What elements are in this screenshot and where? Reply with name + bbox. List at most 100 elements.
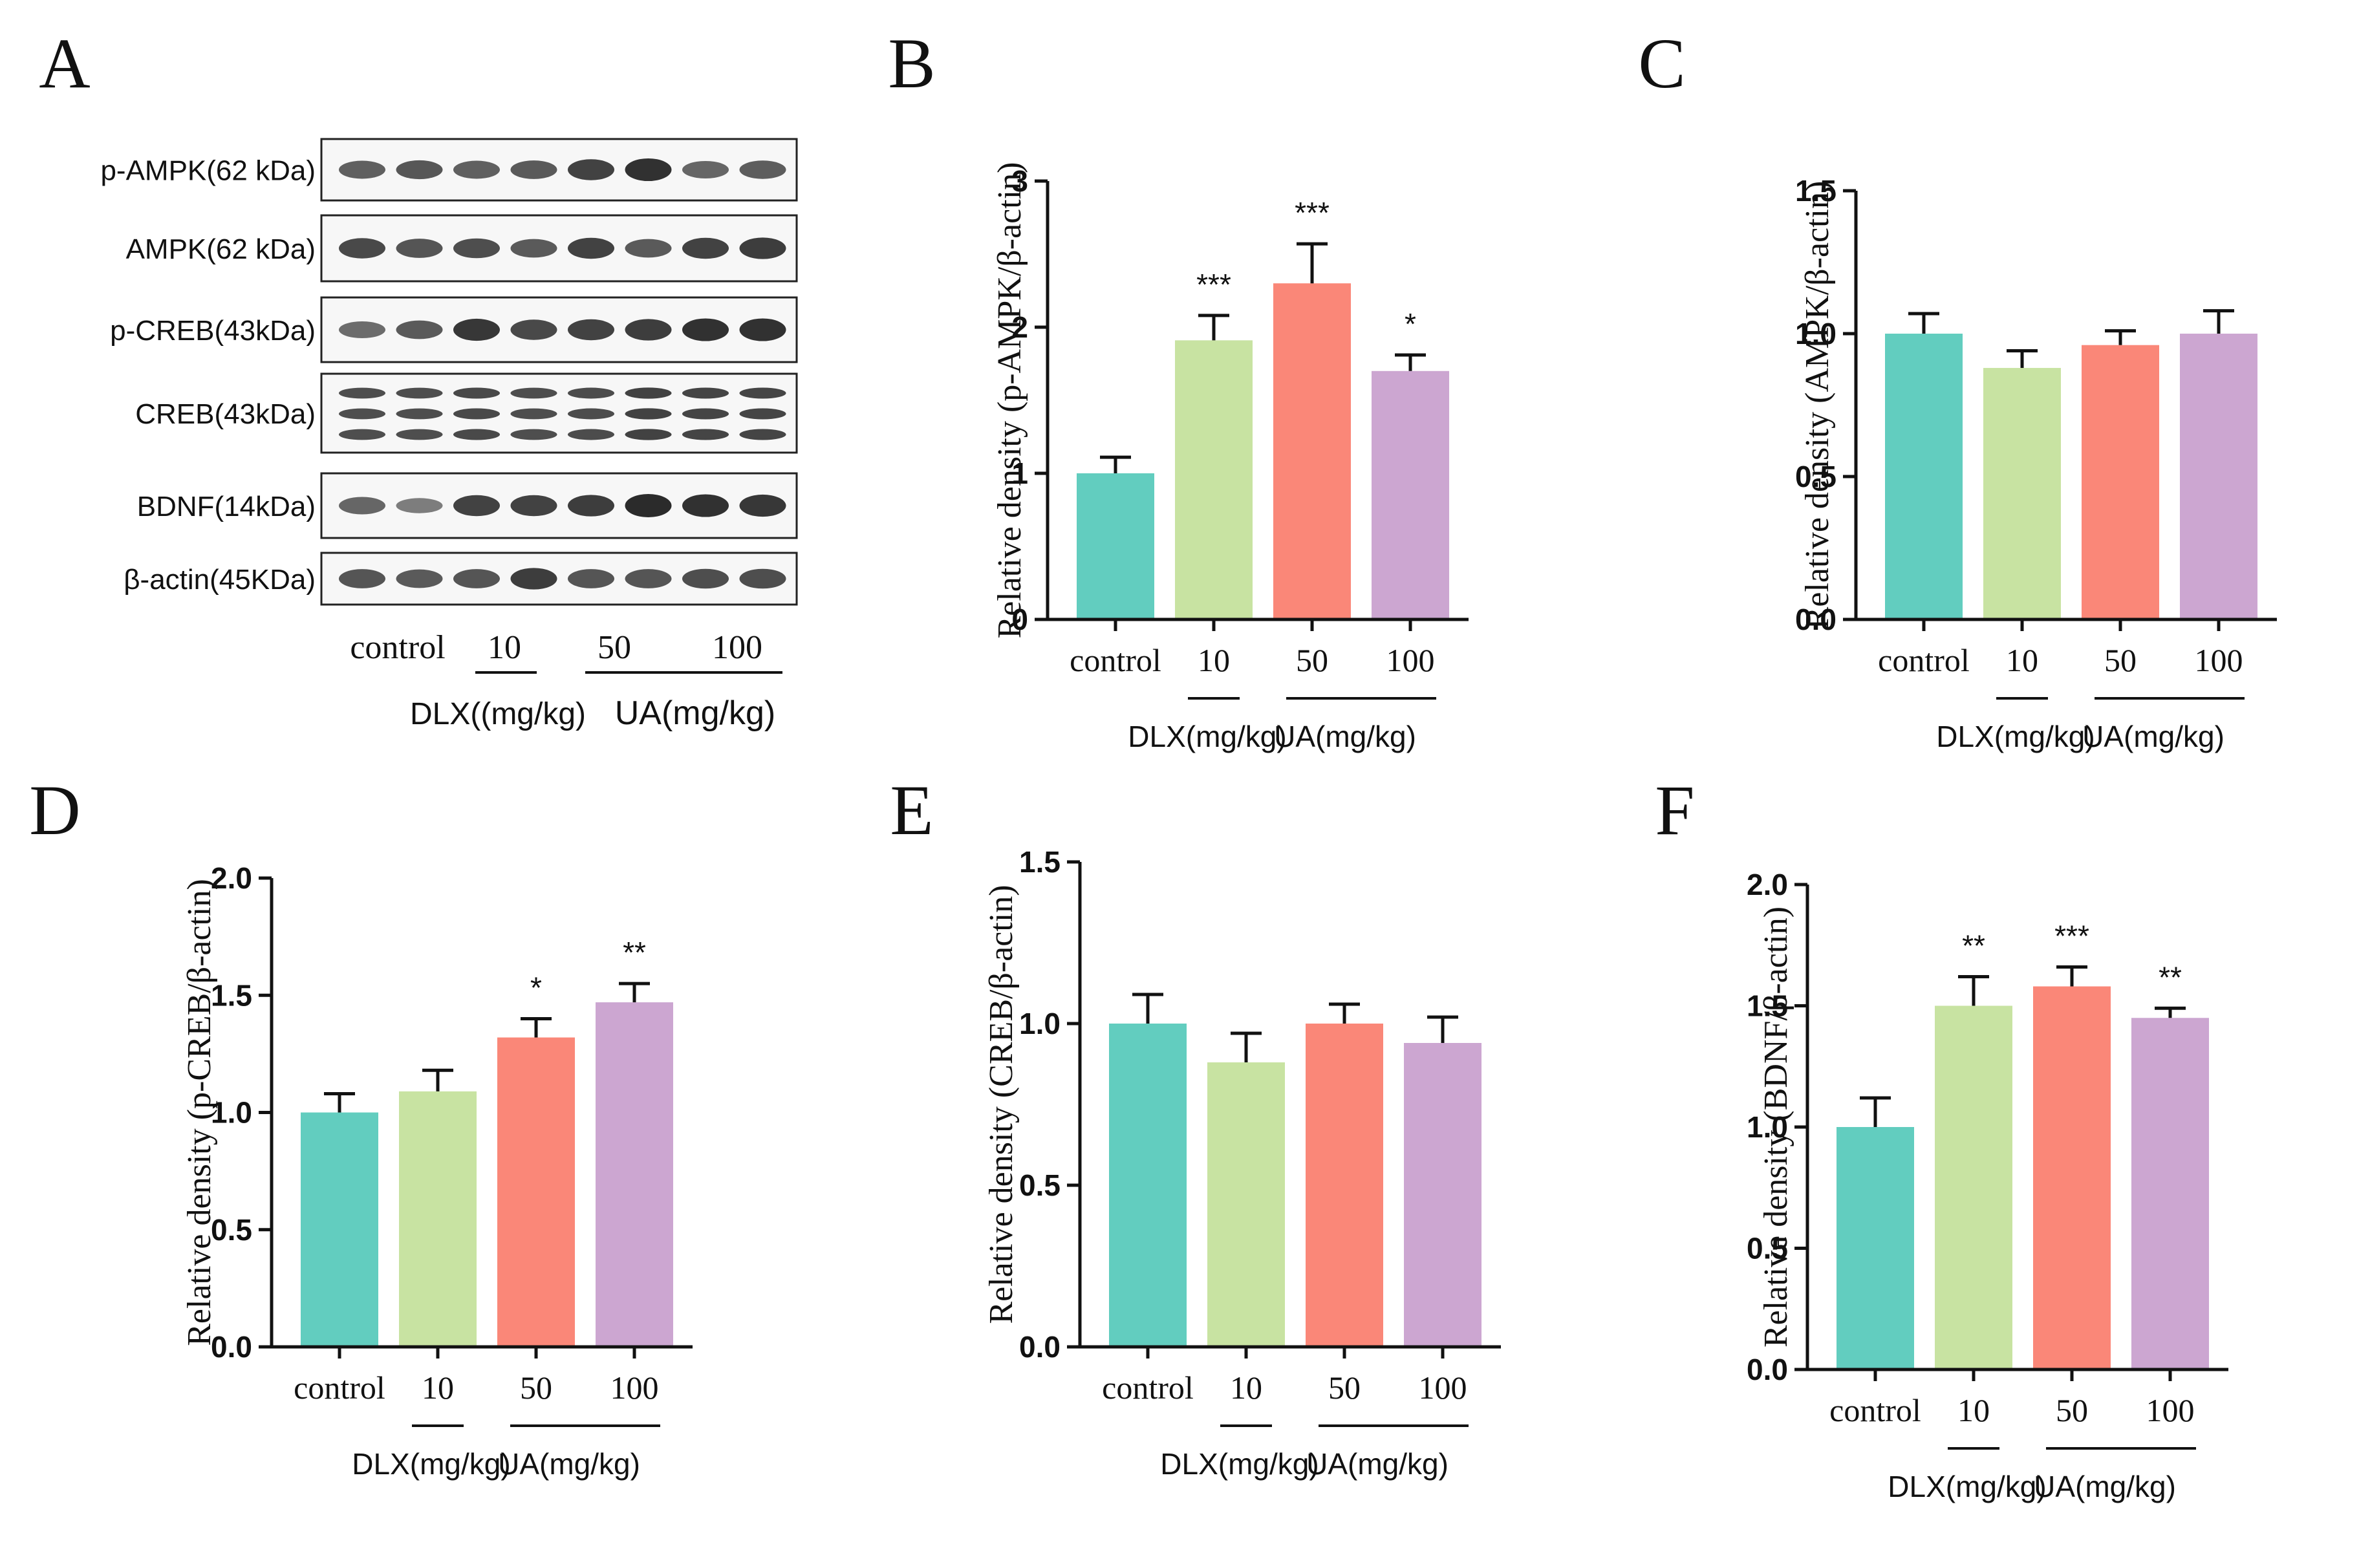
x-tick-label: 50 [1328, 1369, 1361, 1406]
bar [497, 1037, 575, 1347]
blot-band [453, 387, 500, 399]
significance-label: *** [2054, 919, 2089, 953]
blot-row [320, 372, 798, 454]
group-label-dlx: DLX(mg/kg) [1160, 1447, 1319, 1481]
bar [399, 1091, 477, 1347]
group-label-ua: UA(mg/kg) [2034, 1470, 2176, 1503]
significance-label: * [1405, 307, 1416, 341]
bar [1077, 473, 1154, 619]
blot-band [682, 237, 729, 259]
y-tick-label: 0.5 [1795, 460, 1837, 493]
blot-band [339, 569, 385, 588]
group-label-ua: UA(mg/kg) [498, 1447, 640, 1481]
blot-band [339, 238, 385, 259]
blot-band [453, 160, 500, 179]
y-axis-title: Relative density (BDNF/β-actin) [1758, 907, 1794, 1348]
blot-band [510, 160, 557, 179]
blot-band [682, 318, 729, 341]
blot-band [625, 494, 672, 517]
blot-band [568, 495, 614, 517]
bar [301, 1112, 378, 1347]
group-label-ua: UA(mg/kg) [1306, 1447, 1449, 1481]
lane-label: control [350, 629, 445, 666]
blot-band [739, 429, 786, 440]
blot-label: p-CREB(43kDa) [110, 315, 316, 347]
y-tick-label: 1 [1011, 456, 1028, 490]
blot-band [510, 429, 557, 440]
blot-band [396, 498, 443, 513]
significance-label: *** [1196, 268, 1231, 301]
x-tick-label: 10 [1198, 642, 1230, 678]
blot-band [453, 569, 500, 588]
bar [1306, 1024, 1383, 1347]
blot-band [682, 494, 729, 517]
blot-row [320, 552, 798, 606]
y-tick-label: 1.0 [1019, 1007, 1061, 1040]
blot-band [339, 497, 385, 515]
lane-label: 10 [488, 629, 521, 666]
group-label-dlx: DLX(mg/kg) [1936, 720, 2095, 753]
y-tick-label: 3 [1011, 164, 1028, 198]
blot-band [625, 158, 672, 182]
panel-letter: B [888, 24, 935, 103]
y-tick-label: 0 [1011, 603, 1028, 636]
bar [1109, 1024, 1187, 1347]
blot-band [682, 568, 729, 589]
y-tick-label: 0.0 [211, 1330, 252, 1364]
group-label-dlx: DLX(mg/kg) [352, 1447, 510, 1481]
bar [2082, 345, 2159, 619]
blot-band [625, 319, 672, 341]
y-axis-title: Relative density (p-CREB/β-actin) [181, 879, 218, 1346]
blot-band [568, 237, 614, 259]
blot-band [625, 239, 672, 258]
x-tick-label: 50 [1296, 642, 1328, 678]
blot-band [568, 569, 614, 588]
significance-label: ** [1962, 929, 1985, 963]
y-tick-label: 0.0 [1795, 603, 1837, 636]
blot-band [510, 319, 557, 340]
blot-row [320, 472, 798, 539]
bar [1175, 340, 1253, 619]
blot-row [320, 296, 798, 363]
blot-band [625, 387, 672, 399]
x-tick-label: 10 [1957, 1392, 1990, 1428]
panel-letter: A [39, 24, 90, 103]
x-tick-label: 10 [422, 1369, 454, 1406]
group-label-ua: UA(mg/kg) [615, 694, 775, 732]
x-tick-label: 100 [1386, 642, 1435, 678]
blot-band [453, 429, 500, 440]
x-tick-label: 100 [2146, 1392, 2195, 1428]
group-label-dlx: DLX((mg/kg) [410, 697, 586, 731]
blot-band [568, 159, 614, 180]
blot-band [339, 408, 385, 420]
x-tick-label: 50 [2056, 1392, 2088, 1428]
blot-band [625, 408, 672, 420]
x-tick-label: 50 [2104, 642, 2137, 678]
group-label-ua: UA(mg/kg) [2082, 720, 2225, 753]
blot-band [739, 318, 786, 341]
blot-band [510, 568, 557, 590]
blot-band [453, 238, 500, 259]
blot-band [453, 318, 500, 341]
blot-band [396, 387, 443, 399]
y-axis-title: Relative density (CREB/β-actin) [983, 885, 1020, 1324]
blot-band [568, 429, 614, 440]
x-tick-label: control [1070, 642, 1161, 678]
panel-letter: F [1655, 771, 1694, 850]
blot-band [739, 160, 786, 179]
bar [2131, 1018, 2209, 1369]
blot-band [339, 160, 385, 179]
lane-label: 100 [712, 629, 762, 666]
x-tick-label: control [1829, 1392, 1921, 1428]
panel-letter: D [29, 771, 80, 850]
y-tick-label: 1.5 [1019, 845, 1061, 879]
x-tick-label: 50 [520, 1369, 552, 1406]
blot-band [510, 408, 557, 420]
bar [1837, 1127, 1914, 1369]
x-tick-label: control [1102, 1369, 1194, 1406]
y-tick-label: 1.0 [211, 1096, 252, 1130]
y-tick-label: 2 [1011, 310, 1028, 344]
lane-label: 50 [598, 629, 631, 666]
blot-band [396, 160, 443, 180]
